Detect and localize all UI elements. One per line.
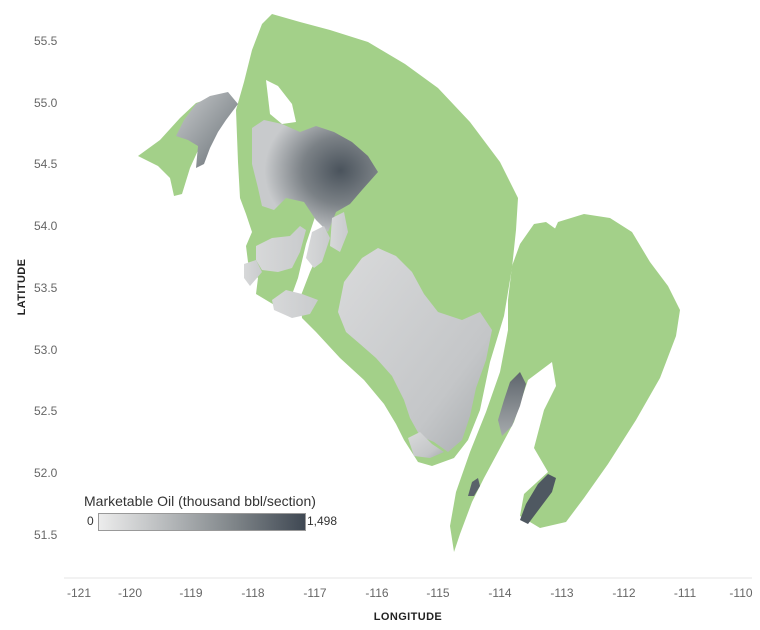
data-region-central-basin [338, 248, 492, 458]
x-tick-label: -115 [426, 586, 449, 600]
data-region-west-pocket [176, 92, 238, 168]
data-region-south-strip [520, 474, 556, 524]
region-east [450, 214, 680, 552]
x-tick-label: -120 [118, 586, 142, 600]
legend-gradient-bar [98, 513, 306, 531]
data-region-west-small [244, 212, 348, 318]
x-tick-label: -116 [365, 586, 388, 600]
x-tick-label: -119 [179, 586, 202, 600]
y-tick-label: 51.5 [34, 528, 58, 542]
y-tick-label: 53.0 [34, 343, 58, 357]
y-axis-title: LATITUDE [16, 259, 28, 316]
legend-title: Marketable Oil (thousand bbl/section) [84, 493, 316, 509]
x-tick-label: -114 [488, 586, 511, 600]
data-region-south-dot [468, 478, 480, 496]
x-axis-title: LONGITUDE [374, 611, 442, 623]
x-axis: -121 -120 -119 -118 -117 -116 -115 -114 … [64, 577, 753, 623]
y-tick-label: 52.5 [34, 404, 58, 418]
y-tick-label: 52.0 [34, 466, 58, 480]
data-region-north-basin [252, 80, 378, 232]
legend-max-label: 1,498 [307, 514, 338, 528]
y-tick-label: 54.5 [34, 157, 58, 171]
x-tick-label: -113 [550, 586, 573, 600]
y-tick-label: 54.0 [34, 219, 58, 233]
x-tick-label: -110 [729, 586, 752, 600]
y-axis: LATITUDE 55.5 55.0 54.5 54.0 53.5 53.0 5… [16, 34, 58, 542]
y-tick-label: 55.5 [34, 34, 58, 48]
legend-scale: 0 1,498 [84, 513, 354, 531]
color-legend: Marketable Oil (thousand bbl/section) 0 … [84, 493, 354, 531]
x-tick-label: -118 [241, 586, 264, 600]
x-tick-label: -111 [674, 586, 697, 600]
y-tick-label: 53.5 [34, 281, 58, 295]
data-region-east-strip [498, 372, 526, 436]
x-tick-label: -121 [67, 586, 91, 600]
x-tick-label: -117 [303, 586, 326, 600]
x-tick-label: -112 [612, 586, 635, 600]
legend-min-label: 0 [87, 514, 94, 528]
y-tick-label: 55.0 [34, 96, 58, 110]
